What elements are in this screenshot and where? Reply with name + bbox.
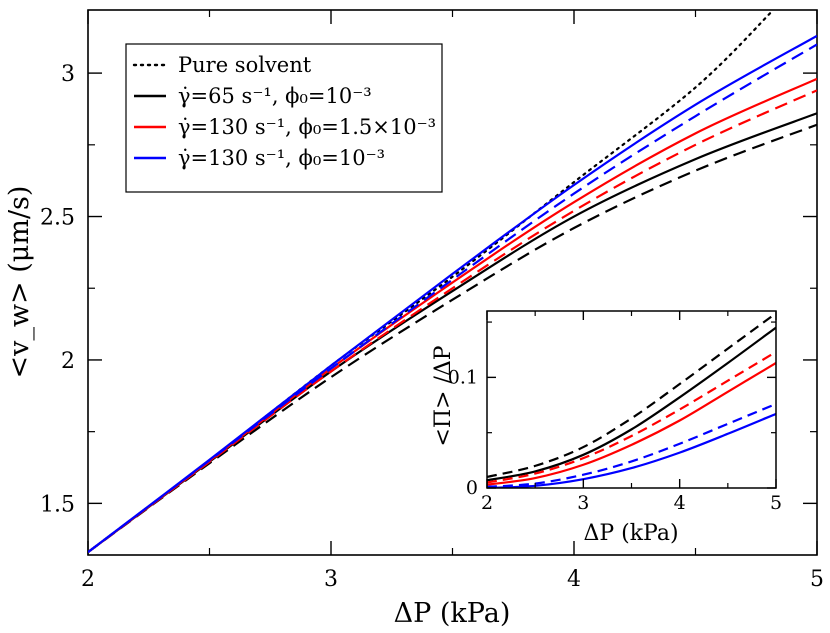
inset-x-tick-label: 4	[674, 492, 686, 514]
main-x-tick-label: 4	[567, 567, 581, 592]
legend-label-red: γ̇=130 s⁻¹, ϕ₀=1.5×10⁻³	[178, 115, 436, 139]
main-series-line-0	[88, 10, 775, 554]
inset-series-line-2	[487, 362, 776, 486]
legend-items: Pure solvent γ̇=65 s⁻¹, ϕ₀=10⁻³ γ̇=130 s⁻¹…	[132, 53, 436, 170]
main-series-line-6	[88, 43, 817, 554]
main-series-line-4	[88, 89, 817, 554]
inset-series-line-3	[487, 350, 776, 484]
main-y-tick-label: 1.5	[40, 492, 75, 517]
inset-y-tick-label: 0.1	[448, 366, 478, 388]
inset-y-axis-label: <Π> /ΔP	[431, 345, 456, 446]
main-ticks	[87, 10, 818, 555]
main-y-tick-label: 2	[61, 349, 75, 374]
main-y-axis-label: <v_w> (μm/s)	[4, 186, 35, 379]
inset-tick-labels: 2 3 4 5 0 0.1	[448, 366, 782, 514]
main-series-line-2	[88, 123, 817, 554]
inset-chart: 2 3 4 5 0 0.1 ΔP (kPa) <Π> /ΔP	[431, 310, 782, 546]
main-x-tick-label: 2	[81, 567, 95, 592]
inset-series-line-0	[487, 326, 776, 482]
inset-background	[487, 311, 776, 488]
inset-series-line-1	[487, 312, 776, 479]
inset-ticks	[486, 311, 777, 489]
inset-x-axis-label: ΔP (kPa)	[583, 521, 678, 546]
legend: Pure solvent γ̇=65 s⁻¹, ϕ₀=10⁻³ γ̇=130 s⁻¹…	[125, 43, 443, 193]
inset-x-tick-label: 3	[577, 492, 589, 514]
legend-label-pure: Pure solvent	[178, 53, 312, 77]
inset-x-tick-label: 5	[770, 492, 782, 514]
main-x-axis-label: ΔP (kPa)	[394, 598, 511, 629]
main-series	[88, 10, 817, 554]
legend-label-black: γ̇=65 s⁻¹, ϕ₀=10⁻³	[178, 84, 372, 108]
legend-label-blue: γ̇=130 s⁻¹, ϕ₀=10⁻³	[178, 146, 385, 170]
main-x-tick-label: 5	[810, 567, 824, 592]
main-x-tick-label: 3	[324, 567, 338, 592]
main-y-tick-label: 2.5	[40, 206, 75, 231]
inset-y-tick-label: 0	[466, 477, 478, 499]
main-tick-labels: 2 3 4 5 1.5 2 2.5 3	[40, 62, 824, 592]
main-y-tick-label: 3	[61, 62, 75, 87]
legend-box	[125, 43, 443, 193]
inset-x-tick-label: 2	[481, 492, 493, 514]
